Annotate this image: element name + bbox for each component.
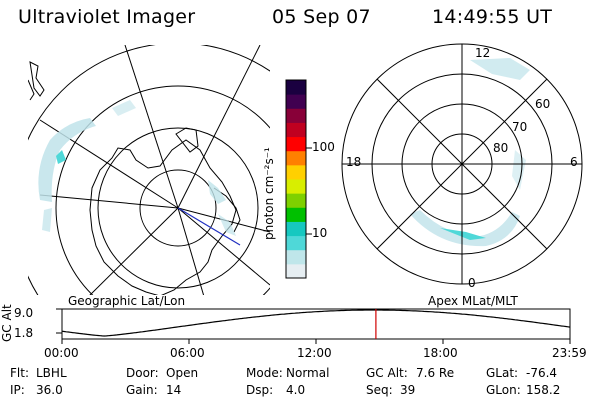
filter-label: Flt: — [10, 366, 29, 380]
altitude-plot — [56, 308, 571, 344]
ip-label: IP: — [10, 383, 25, 397]
geographic-label: Geographic Lat/Lon — [68, 294, 186, 308]
apex-label: Apex MLat/MLT — [428, 294, 518, 308]
mlt-label-12: 12 — [475, 46, 491, 60]
seq-value: 39 — [400, 383, 416, 397]
time-tick-6: 06:00 — [170, 346, 205, 360]
app-title: Ultraviolet Imager — [18, 6, 196, 28]
glon-value: 158.2 — [526, 383, 561, 397]
colorbar-unit: photon cm⁻²s⁻¹ — [262, 147, 276, 240]
mode-label: Mode: — [246, 366, 283, 380]
door-value: Open — [166, 366, 199, 380]
colorbar-stripe — [286, 221, 306, 237]
colorbar-stripe — [286, 150, 306, 166]
time-tick-18: 18:00 — [423, 346, 458, 360]
colorbar-stripe — [286, 207, 306, 222]
time-tick-end: 23:59 — [552, 346, 587, 360]
filter-value: LBHL — [36, 366, 67, 380]
lat-label-60: 60 — [535, 97, 551, 111]
gc-alt-value: 7.6 Re — [416, 366, 455, 380]
dsp-label: Dsp: — [246, 383, 274, 397]
gain-value: 14 — [166, 383, 182, 397]
time-readout: 14:49:55 UT — [432, 6, 553, 28]
aurora-oval — [410, 58, 530, 247]
colorbar-stripe — [286, 164, 306, 180]
seq-label: Seq: — [366, 383, 393, 397]
colorbar-stripe — [286, 80, 306, 95]
door-label: Door: — [126, 366, 159, 380]
aurora-emission — [38, 100, 236, 236]
geographic-map — [28, 45, 270, 295]
colorbar-stripe — [286, 122, 306, 138]
colorbar-stripe — [286, 179, 306, 194]
time-tick-12: 12:00 — [297, 346, 332, 360]
gc-alt-label: GC Alt: — [366, 366, 408, 380]
colorbar-stripe — [286, 249, 306, 265]
date-readout: 05 Sep 07 — [272, 6, 371, 28]
ip-value: 36.0 — [36, 383, 63, 397]
polar-map — [341, 43, 583, 285]
mlt-label-18: 18 — [346, 155, 362, 169]
colorbar-tick-100: 100 — [312, 140, 335, 154]
colorbar-tick-10: 10 — [312, 226, 328, 240]
uvi-display — [28, 43, 583, 295]
glat-value: -76.4 — [526, 366, 558, 380]
altitude-curve — [61, 309, 571, 337]
lat-label-80: 80 — [493, 141, 509, 155]
colorbar-stripe — [286, 108, 306, 123]
lat-label-70: 70 — [512, 120, 528, 134]
time-tick-0: 00:00 — [44, 346, 79, 360]
colorbar-stripe — [286, 263, 306, 279]
glat-label: GLat: — [486, 366, 519, 380]
dsp-value: 4.0 — [286, 383, 306, 397]
colorbar-stripe — [286, 193, 306, 208]
mlt-label-6: 6 — [570, 155, 578, 169]
mode-value: Normal — [286, 366, 330, 380]
altitude-ytick-min: 1.8 — [14, 326, 34, 340]
colorbar-stripe — [286, 235, 306, 251]
glon-label: GLon: — [486, 383, 521, 397]
colorbar-stripe — [286, 94, 306, 109]
colorbar-stripe — [286, 136, 306, 152]
orbit-track — [177, 207, 241, 246]
colorbar — [285, 79, 312, 279]
coastline — [28, 61, 241, 295]
altitude-ytick-max: 9.0 — [14, 306, 34, 320]
mlt-label-0: 0 — [468, 276, 476, 290]
gain-label: Gain: — [126, 383, 158, 397]
